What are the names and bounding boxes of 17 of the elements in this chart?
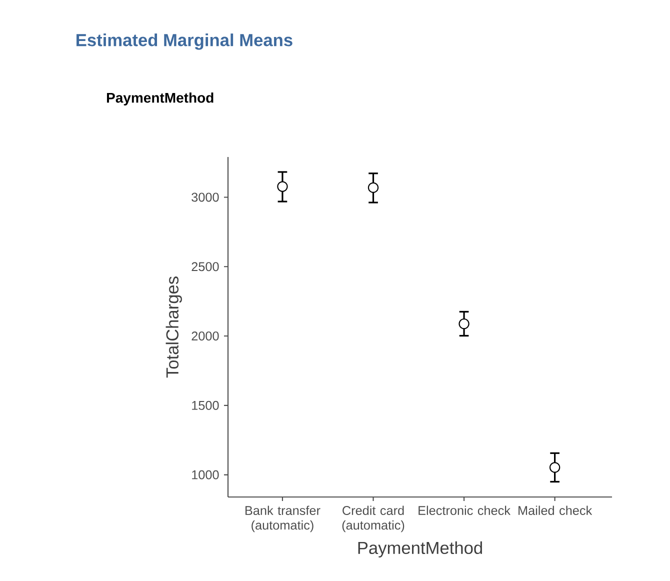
x-tick-label: Credit card (automatic) bbox=[342, 506, 404, 532]
x-tick-label: Bank transfer (automatic) bbox=[246, 506, 320, 532]
x-tick-label: Mailed check bbox=[518, 506, 592, 516]
x-axis-title: PaymentMethod bbox=[358, 541, 482, 558]
y-axis-title: TotalCharges bbox=[166, 276, 182, 378]
chart-subtitle: PaymentMethod bbox=[106, 92, 214, 106]
y-tick-label: 3000 bbox=[192, 192, 219, 202]
x-tick-label: Electronic check bbox=[418, 506, 511, 516]
point bbox=[277, 181, 288, 192]
point bbox=[549, 462, 560, 473]
point bbox=[458, 318, 470, 330]
y-tick-label: 1000 bbox=[192, 470, 219, 480]
y-tick-label: 1500 bbox=[192, 400, 219, 410]
chart-title: Estimated Marginal Means bbox=[76, 34, 292, 50]
y-tick-label: 2500 bbox=[192, 262, 219, 272]
y-tick-label: 2000 bbox=[192, 332, 219, 341]
point bbox=[368, 182, 379, 193]
